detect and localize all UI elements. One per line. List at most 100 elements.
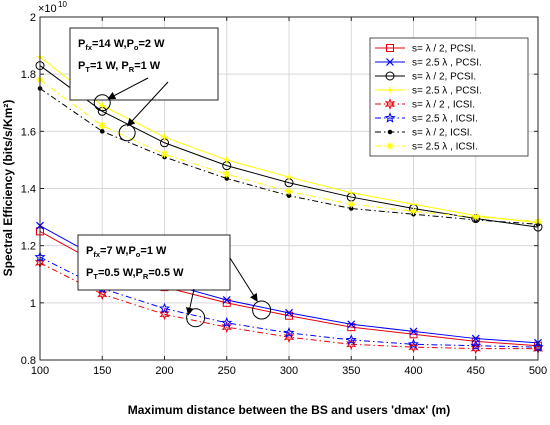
- data-point: [99, 129, 105, 134]
- annotation-box-2: Pfx=7 W,Po=1 WPT=0.5 W,PR=0.5 W: [77, 234, 231, 291]
- x-tick-label: 100: [31, 365, 49, 377]
- data-point: [159, 308, 170, 321]
- data-point: [161, 133, 168, 141]
- legend-entry: s= 2.5 λ , PCSI.: [375, 58, 482, 69]
- data-point: [285, 173, 293, 181]
- annotation-line: PT=1 W, PR=1 W: [78, 60, 161, 74]
- legend-label: s= λ / 2, PCSI.: [412, 44, 476, 55]
- x-tick-label: 350: [342, 365, 360, 377]
- data-point: [161, 150, 168, 158]
- annotation-text: =7 W,P: [100, 245, 136, 257]
- annotation-text: =1 W: [140, 245, 167, 257]
- x-tick-label: 200: [155, 365, 173, 377]
- legend-label: s= 2.5 λ , PCSI.: [412, 58, 482, 69]
- data-point: [285, 187, 293, 195]
- data-point: [223, 156, 231, 164]
- data-point: [470, 339, 482, 351]
- annotation-box-1: Pfx=14 W,Po=2 WPT=1 W, PR=1 W: [69, 27, 219, 101]
- annotation-line: PT=0.5 W,PR=0.5 W: [86, 267, 184, 281]
- x-tick-label: 300: [280, 365, 298, 377]
- annotation-subscript: fx: [93, 250, 100, 259]
- data-point: [345, 334, 357, 345]
- legend-entry: s= λ / 2, ICSI.: [375, 128, 472, 139]
- highlight-circle: [93, 94, 111, 112]
- legend-label: s= 2.5 λ , ICSI.: [412, 142, 478, 153]
- legend-label: s= λ / 2, ICSI.: [412, 128, 472, 139]
- annotation-text: P: [78, 60, 85, 72]
- data-point: [98, 102, 106, 110]
- y-tick-label: 1.6: [21, 126, 36, 138]
- data-point: [471, 334, 480, 343]
- series-line: [39, 262, 538, 350]
- x-tick-label: 400: [404, 365, 422, 377]
- annotation-text: =1 W, P: [90, 60, 129, 72]
- legend-entry: s= λ / 2, PCSI.: [375, 71, 476, 83]
- y-tick-label: 2: [30, 12, 36, 24]
- data-point: [158, 302, 171, 314]
- annotation-text: =0.5 W: [148, 267, 184, 279]
- data-point: [347, 320, 356, 329]
- data-point: [283, 327, 295, 338]
- data-point: [472, 213, 480, 221]
- data-point: [283, 331, 295, 344]
- data-point: [223, 170, 231, 178]
- legend-label: s= λ / 2, PCSI.: [412, 72, 476, 83]
- legend-entry: s= 2.5 λ , ICSI.: [375, 112, 478, 125]
- x-tick-label: 250: [218, 365, 236, 377]
- annotation-subscript: o: [134, 43, 139, 52]
- annotation-arrow: [185, 288, 195, 316]
- legend-marker: [387, 129, 393, 135]
- annotation-subscript: T: [93, 272, 98, 281]
- data-point: [347, 200, 355, 208]
- data-point: [346, 338, 357, 351]
- annotation-arrow: [126, 81, 169, 127]
- data-point: [410, 207, 417, 215]
- series-4: [36, 53, 542, 227]
- data-point: [410, 200, 417, 208]
- annotation-text: P: [86, 267, 93, 279]
- data-point: [408, 341, 419, 354]
- data-point: [347, 189, 355, 197]
- series-line: [39, 65, 539, 228]
- data-point: [409, 327, 418, 336]
- annotation-subscript: T: [85, 65, 90, 74]
- legend-box: [369, 37, 529, 157]
- annotation-frame: [77, 234, 231, 291]
- data-point: [221, 317, 233, 328]
- annotation-line: Pfx=14 W,Po=2 W: [78, 38, 165, 52]
- legend-marker: [386, 58, 394, 66]
- annotation-line: Pfx=7 W,Po=1 W: [86, 245, 167, 259]
- legend-label: s= 2.5 λ , PCSI.: [412, 86, 482, 97]
- y-exponent-power: 10: [58, 0, 67, 9]
- y-tick-label: 1.4: [21, 184, 36, 196]
- annotation-text: =1 W: [134, 60, 161, 72]
- annotation-frame: [69, 27, 219, 101]
- ticks: 100 150 200 250 300 350 400 450 500 0.8 1 1.2 1.4 1.6…: [21, 12, 547, 377]
- highlight-circle: [252, 300, 272, 320]
- y-tick-label: 1.8: [21, 69, 36, 81]
- series-6: [34, 251, 544, 352]
- y-axis-label: Spectral Efficiency (bits/s/Km²): [1, 100, 15, 277]
- annotation-text: =0.5 W,P: [98, 267, 143, 279]
- annotation-text: P: [86, 245, 93, 257]
- data-point: [98, 122, 106, 130]
- series-line: [39, 256, 539, 348]
- data-point: [97, 288, 108, 301]
- annotation-text: =2 W: [139, 38, 166, 50]
- annotation-subscript: R: [143, 272, 149, 281]
- legend-marker: [384, 98, 396, 110]
- legend-marker: [385, 71, 395, 81]
- annotation-subscript: fx: [85, 43, 92, 52]
- legend-entry: s= λ / 2, PCSI.: [375, 44, 476, 55]
- y-tick-label: 0.8: [21, 355, 36, 367]
- legend-marker: [386, 142, 394, 150]
- y-exponent-base: ×10: [38, 3, 57, 15]
- x-tick-label: 500: [529, 365, 547, 377]
- y-tick-label: 1: [30, 298, 36, 310]
- annotation-subscript: o: [136, 250, 141, 259]
- legend-entry: s= 2.5 λ , PCSI.: [375, 86, 482, 97]
- x-axis-label: Maximum distance between the BS and user…: [128, 403, 450, 417]
- data-point: [470, 342, 481, 355]
